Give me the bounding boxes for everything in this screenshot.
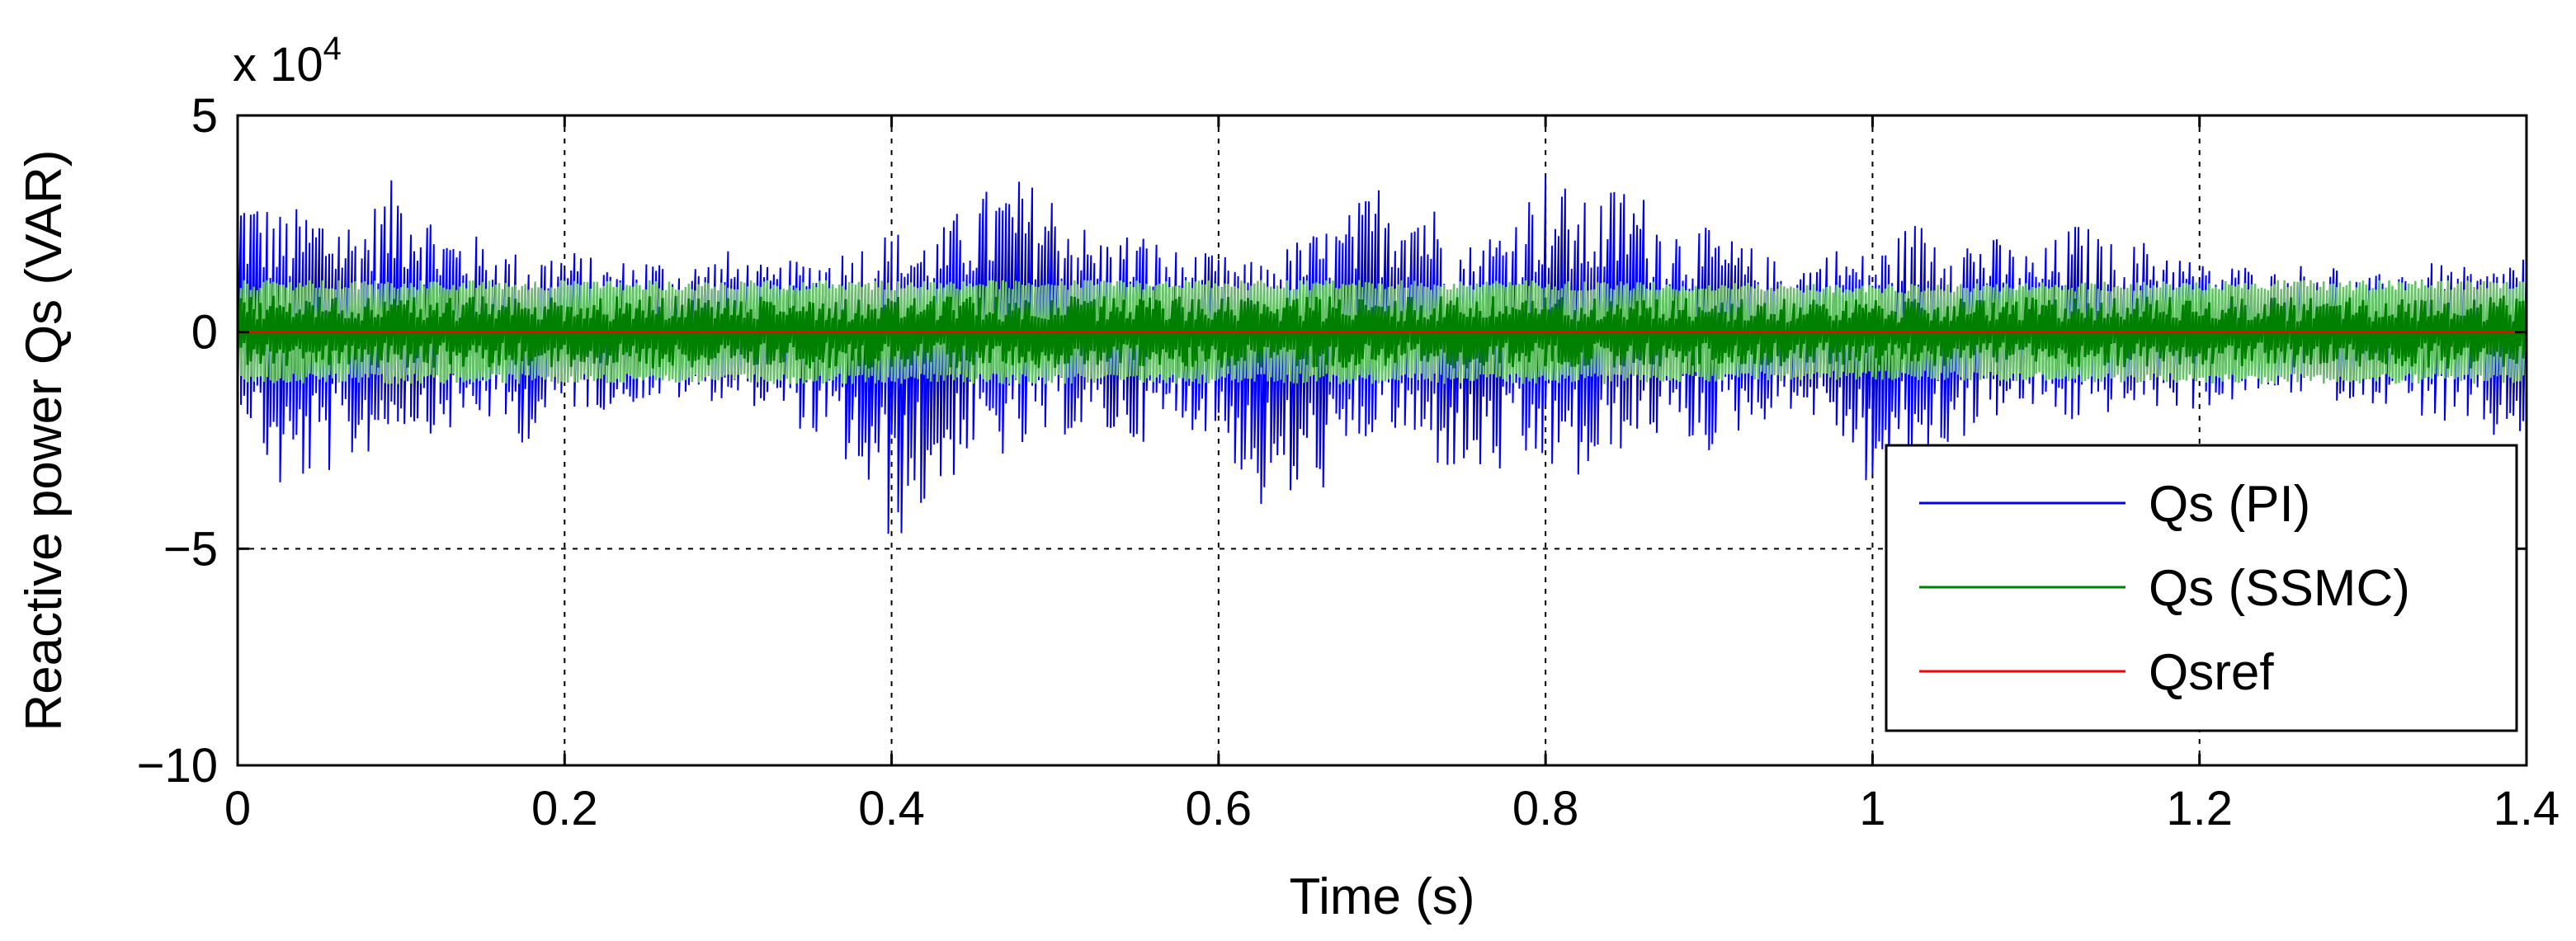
series-qs-ssmc-line	[236, 295, 2528, 369]
legend-entry-qs-ssmc: Qs (SSMC)	[2149, 560, 2410, 617]
x-tick-label: 0.2	[531, 782, 598, 835]
x-tick-label: 1.4	[2493, 782, 2560, 835]
x-tick-label: 1.2	[2166, 782, 2233, 835]
series-layer	[236, 176, 2528, 534]
x-tick-label: 0.6	[1186, 782, 1253, 835]
x-tick-label: 0.4	[858, 782, 925, 835]
plot-area-frame	[236, 114, 2528, 767]
y-tick-label: −5	[163, 522, 218, 576]
x-tick-label: 0.8	[1512, 782, 1579, 835]
legend: Qs (PI) Qs (SSMC) Qsref	[1885, 444, 2518, 732]
y-axis-label: Reactive power Qs (VAR)	[16, 149, 73, 731]
y-tick-label: 0	[191, 306, 218, 360]
x-axis-label: Time (s)	[1290, 868, 1475, 925]
legend-entry-qsref: Qsref	[2149, 644, 2274, 701]
y-tick-label: 5	[191, 89, 218, 143]
legend-entry-qs-pi: Qs (PI)	[2149, 476, 2310, 533]
y-tick-label: −10	[137, 739, 218, 793]
y-axis-multiplier: x 104	[233, 31, 342, 92]
x-tick-label: 0	[224, 782, 251, 835]
x-tick-label: 1	[1859, 782, 1885, 835]
axis-ticks: 0 0.2 0.4 0.6 0.8 1 1.2 1.4 5 0 −5 −10	[137, 89, 2560, 835]
